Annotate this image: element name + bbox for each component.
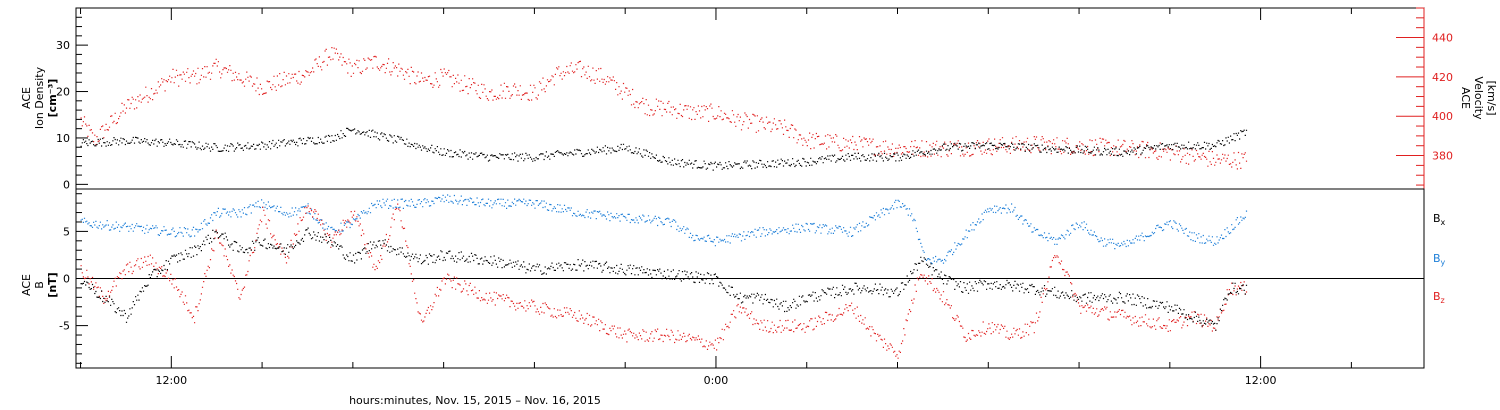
density-y-axis-label: [cm⁻³] (46, 79, 59, 118)
bz-points (80, 203, 1248, 359)
density-y-axis-label: Ion Density (33, 66, 46, 129)
x-tick-label: 12:00 (155, 374, 187, 387)
x-axis-ticks: 12:00 0:00 12:00 (80, 8, 1352, 387)
density-y-tick-label: 10 (56, 132, 70, 145)
velocity-y-tick-label: 440 (1432, 32, 1453, 45)
density-y-tick-label: 20 (56, 86, 70, 99)
density-y-tick-label: 0 (63, 178, 70, 191)
velocity-y-tick-label: 400 (1432, 110, 1453, 123)
b-y-axis-label: B (33, 281, 46, 289)
density-points (80, 127, 1248, 171)
legend-item-bx: Bx (1433, 212, 1446, 227)
bottom-panel-magnetic-field: -5 0 5 ACE B [nT] Bx By Bz (20, 188, 1446, 369)
velocity-y-tick-label: 420 (1432, 71, 1453, 84)
x-tick-label: 0:00 (704, 374, 729, 387)
legend-item-bz: Bz (1433, 290, 1445, 305)
by-points (80, 194, 1248, 265)
velocity-points (80, 47, 1248, 170)
b-y-tick-label: -5 (59, 320, 70, 333)
velocity-y-tick-label: 380 (1432, 150, 1453, 163)
x-axis-label: hours:minutes, Nov. 15, 2015 – Nov. 16, … (349, 394, 601, 407)
velocity-y-axis-label: [km/s] (1485, 80, 1498, 115)
x-tick-label: 12:00 (1245, 374, 1277, 387)
density-y-axis-label: ACE (20, 87, 33, 109)
b-y-tick-label: 0 (63, 273, 70, 286)
b-y-tick-label: 5 (63, 225, 70, 238)
b-y-axis-label: ACE (20, 274, 33, 296)
density-y-tick-label: 30 (56, 39, 70, 52)
legend-item-by: By (1433, 252, 1446, 267)
velocity-y-axis-label: Velocity (1472, 76, 1485, 120)
bx-points (80, 227, 1248, 331)
velocity-y-axis-label: ACE (1459, 87, 1472, 109)
b-y-axis-label: [nT] (46, 272, 59, 297)
top-panel-frame (75, 7, 1425, 190)
